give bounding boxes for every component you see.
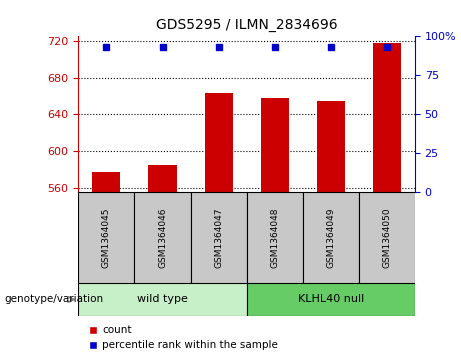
Legend: count, percentile rank within the sample: count, percentile rank within the sample xyxy=(83,321,283,355)
Text: GSM1364046: GSM1364046 xyxy=(158,208,167,268)
Text: KLHL40 null: KLHL40 null xyxy=(298,294,364,305)
Bar xyxy=(260,98,289,192)
Text: GSM1364047: GSM1364047 xyxy=(214,208,223,268)
Bar xyxy=(78,283,247,316)
Text: genotype/variation: genotype/variation xyxy=(5,294,104,305)
Bar xyxy=(359,192,415,283)
Title: GDS5295 / ILMN_2834696: GDS5295 / ILMN_2834696 xyxy=(156,19,337,33)
Bar xyxy=(247,283,415,316)
Text: wild type: wild type xyxy=(137,294,188,305)
Text: GSM1364049: GSM1364049 xyxy=(326,208,335,268)
Bar xyxy=(303,192,359,283)
Bar xyxy=(135,192,190,283)
Bar xyxy=(317,101,345,192)
Bar xyxy=(205,93,233,192)
Bar xyxy=(247,192,303,283)
Text: GSM1364045: GSM1364045 xyxy=(102,208,111,268)
Bar xyxy=(373,43,401,192)
Text: GSM1364048: GSM1364048 xyxy=(270,208,279,268)
Bar xyxy=(78,192,135,283)
Bar xyxy=(148,165,177,192)
Text: GSM1364050: GSM1364050 xyxy=(382,207,391,268)
Bar xyxy=(92,172,120,192)
Bar xyxy=(190,192,247,283)
